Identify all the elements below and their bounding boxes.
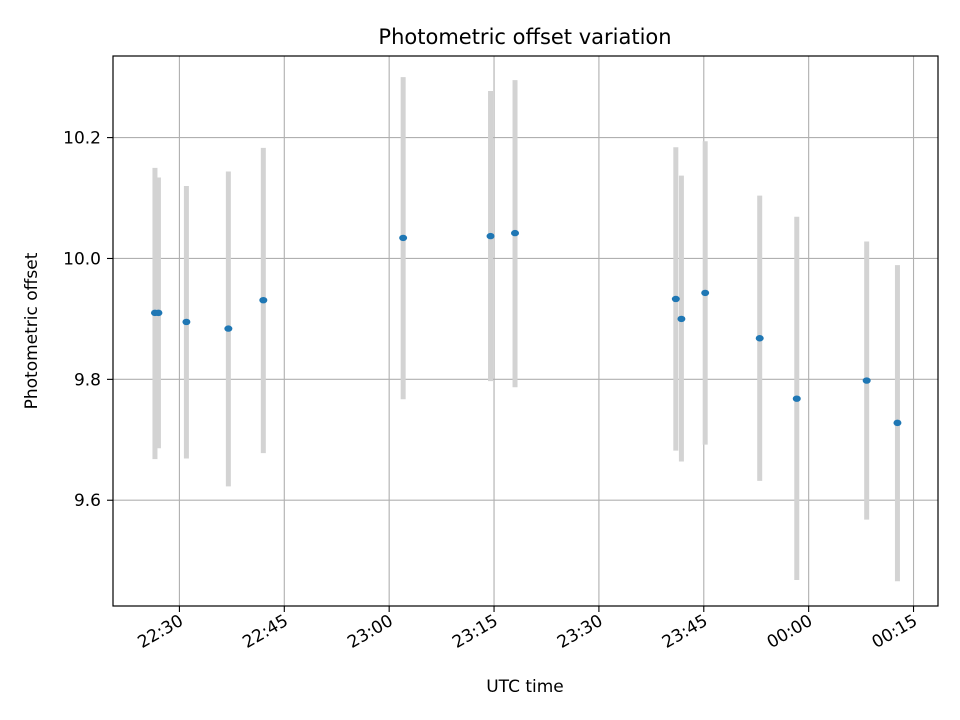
data-point	[399, 234, 408, 242]
y-tick-label: 9.8	[74, 370, 101, 390]
y-tick-label: 9.6	[74, 491, 101, 511]
grid	[113, 56, 938, 606]
y-tick-label: 10.2	[63, 129, 101, 149]
data-point	[862, 377, 871, 384]
chart-title: Photometric offset variation	[378, 25, 671, 49]
data-point	[486, 232, 495, 240]
data-point	[182, 318, 191, 326]
y-tick-label: 10.0	[63, 249, 101, 269]
plot-area-frame	[112, 55, 939, 607]
x-axis-label: UTC time	[486, 677, 564, 697]
data-point	[259, 296, 268, 304]
y-axis-label: Photometric offset	[22, 252, 42, 409]
data-point	[224, 325, 233, 332]
data-point	[671, 295, 680, 303]
data-point	[755, 335, 764, 342]
data-point	[893, 419, 902, 427]
data-point	[154, 309, 163, 317]
data-point	[701, 289, 710, 297]
data-point	[677, 315, 686, 323]
data-point	[792, 395, 801, 402]
data-points	[150, 229, 902, 427]
data-point	[511, 229, 520, 237]
